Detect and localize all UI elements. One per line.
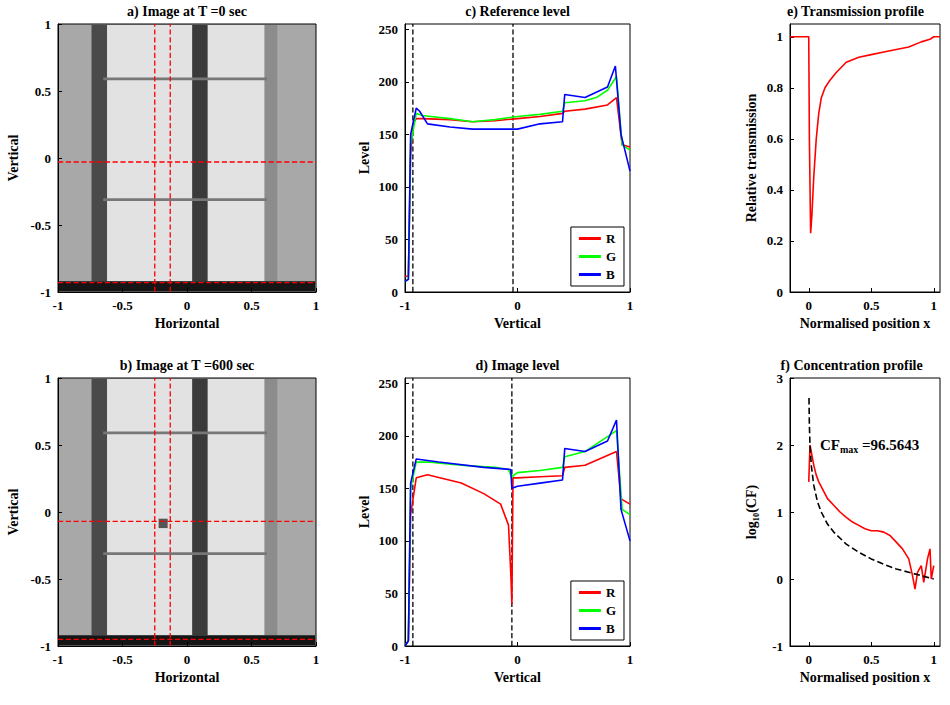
svg-text:1: 1 xyxy=(931,298,938,313)
svg-text:c) Reference level: c) Reference level xyxy=(465,4,570,20)
svg-text:100: 100 xyxy=(379,179,399,194)
svg-text:50: 50 xyxy=(385,586,398,601)
svg-text:0.8: 0.8 xyxy=(767,80,784,95)
svg-text:Vertical: Vertical xyxy=(6,488,21,535)
svg-text:0.4: 0.4 xyxy=(767,182,784,197)
svg-text:Vertical: Vertical xyxy=(6,134,21,181)
svg-text:b) Image at T =600 sec: b) Image at T =600 sec xyxy=(120,358,255,374)
svg-text:-1: -1 xyxy=(400,652,411,667)
svg-text:Horizontal: Horizontal xyxy=(155,670,220,685)
svg-text:-0.5: -0.5 xyxy=(112,298,133,313)
svg-text:0: 0 xyxy=(392,639,399,654)
svg-text:-1: -1 xyxy=(400,298,411,313)
svg-text:0: 0 xyxy=(806,652,813,667)
svg-text:1: 1 xyxy=(777,29,784,44)
svg-text:Vertical: Vertical xyxy=(494,316,541,331)
svg-text:0: 0 xyxy=(45,151,52,166)
svg-text:G: G xyxy=(606,249,616,264)
svg-text:1: 1 xyxy=(627,652,634,667)
svg-text:0.2: 0.2 xyxy=(767,233,783,248)
svg-text:-1: -1 xyxy=(53,298,64,313)
svg-text:150: 150 xyxy=(379,481,399,496)
svg-text:Level: Level xyxy=(357,142,372,175)
svg-text:Vertical: Vertical xyxy=(494,670,541,685)
svg-text:-1: -1 xyxy=(40,639,51,654)
svg-text:1: 1 xyxy=(313,652,320,667)
svg-text:50: 50 xyxy=(385,232,398,247)
svg-text:0.5: 0.5 xyxy=(35,84,52,99)
svg-text:0.5: 0.5 xyxy=(863,652,880,667)
svg-text:150: 150 xyxy=(379,127,399,142)
svg-text:Normalised position x: Normalised position x xyxy=(800,670,931,685)
svg-text:0.6: 0.6 xyxy=(767,131,784,146)
svg-text:0: 0 xyxy=(184,652,191,667)
svg-text:CF: CF xyxy=(820,437,840,453)
svg-text:0.5: 0.5 xyxy=(243,652,260,667)
svg-text:=96.5643: =96.5643 xyxy=(858,437,919,453)
svg-text:0: 0 xyxy=(392,285,399,300)
svg-text:-0.5: -0.5 xyxy=(30,218,51,233)
svg-text:0: 0 xyxy=(184,298,191,313)
svg-text:250: 250 xyxy=(379,376,399,391)
svg-text:f) Concentration profile: f) Concentration profile xyxy=(781,358,923,374)
svg-text:R: R xyxy=(606,231,616,246)
svg-text:Horizontal: Horizontal xyxy=(155,316,220,331)
svg-text:Normalised position x: Normalised position x xyxy=(800,316,931,331)
svg-text:0: 0 xyxy=(45,505,52,520)
svg-text:e) Transmission profile: e) Transmission profile xyxy=(787,4,924,20)
svg-text:0: 0 xyxy=(777,572,784,587)
svg-text:-0.5: -0.5 xyxy=(112,652,133,667)
svg-text:1: 1 xyxy=(45,17,52,32)
svg-text:Relative transmission: Relative transmission xyxy=(744,93,759,222)
svg-text:250: 250 xyxy=(379,22,399,37)
svg-text:-0.5: -0.5 xyxy=(30,572,51,587)
svg-text:a) Image at T =0 sec: a) Image at T =0 sec xyxy=(127,4,247,20)
svg-text:B: B xyxy=(606,621,615,636)
svg-text:Level: Level xyxy=(357,496,372,529)
svg-text:1: 1 xyxy=(45,371,52,386)
svg-text:1: 1 xyxy=(313,298,320,313)
svg-text:1: 1 xyxy=(777,505,784,520)
svg-text:0.5: 0.5 xyxy=(243,298,260,313)
svg-text:G: G xyxy=(606,603,616,618)
svg-text:2: 2 xyxy=(777,438,784,453)
svg-text:R: R xyxy=(606,585,616,600)
svg-text:-1: -1 xyxy=(40,285,51,300)
svg-text:1: 1 xyxy=(627,298,634,313)
svg-text:0.5: 0.5 xyxy=(863,298,880,313)
svg-text:max: max xyxy=(840,444,858,455)
svg-text:200: 200 xyxy=(379,428,399,443)
svg-text:-1: -1 xyxy=(772,639,783,654)
svg-text:d) Image level: d) Image level xyxy=(476,358,560,374)
svg-text:log₁₀(CF): log₁₀(CF) xyxy=(744,485,760,540)
svg-text:0: 0 xyxy=(806,298,813,313)
svg-text:-1: -1 xyxy=(53,652,64,667)
svg-text:200: 200 xyxy=(379,74,399,89)
svg-text:1: 1 xyxy=(931,652,938,667)
svg-text:0: 0 xyxy=(777,285,784,300)
svg-text:0.5: 0.5 xyxy=(35,438,52,453)
svg-text:0: 0 xyxy=(514,652,521,667)
svg-text:B: B xyxy=(606,267,615,282)
svg-text:100: 100 xyxy=(379,533,399,548)
svg-text:3: 3 xyxy=(777,371,784,386)
svg-text:0: 0 xyxy=(514,298,521,313)
